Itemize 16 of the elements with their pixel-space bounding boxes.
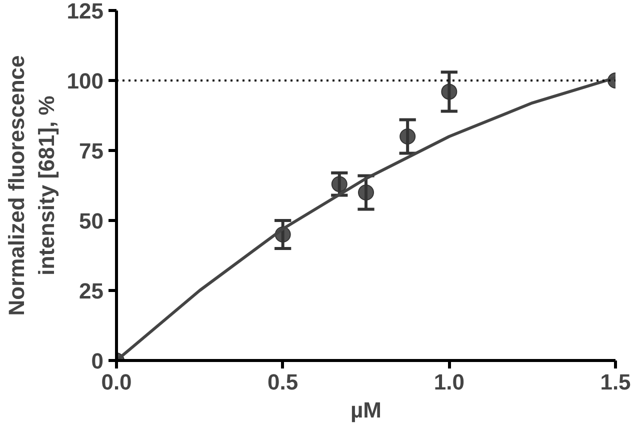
point bbox=[441, 84, 458, 100]
y-tick-label: 75 bbox=[79, 138, 104, 164]
y-tick-label: 125 bbox=[66, 0, 104, 24]
y-tick-label: 0 bbox=[91, 348, 104, 374]
point bbox=[358, 184, 374, 200]
y-axis-title: Normalized fluorescence intensity [681], % bbox=[4, 55, 59, 316]
x-axis-title: µM bbox=[350, 398, 382, 422]
y-tick-label: 100 bbox=[66, 68, 104, 94]
y-tick-label: 25 bbox=[79, 278, 104, 304]
x-tick-label: 0.0 bbox=[101, 370, 132, 394]
x-tick-label: 1.5 bbox=[600, 370, 631, 394]
point bbox=[400, 128, 416, 144]
point bbox=[331, 176, 348, 192]
x-tick-label: 0.5 bbox=[268, 370, 298, 394]
x-tick-label: 1.0 bbox=[434, 370, 464, 394]
y-tick-label: 50 bbox=[79, 208, 104, 234]
